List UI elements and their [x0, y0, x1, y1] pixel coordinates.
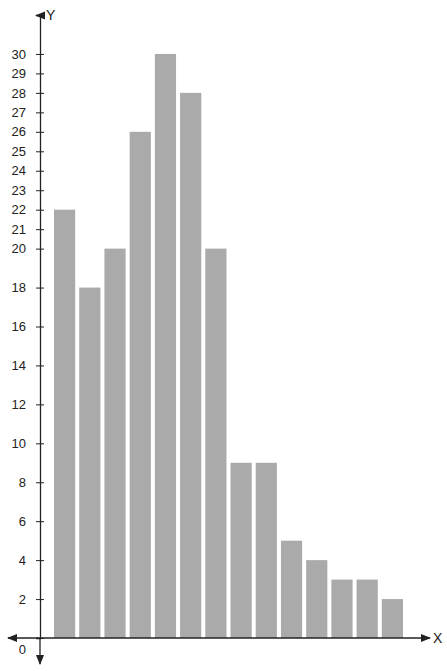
y-tick: 29 [12, 66, 44, 81]
y-tick-label: 22 [12, 202, 26, 217]
y-tick: 27 [12, 105, 44, 120]
y-tick-label: 16 [12, 319, 26, 334]
y-tick-mark [36, 132, 44, 133]
y-tick-label: 25 [12, 144, 26, 159]
bar [79, 288, 100, 638]
y-tick-label: 12 [12, 397, 26, 412]
bar [54, 210, 75, 638]
y-tick-mark [36, 521, 44, 522]
y-tick: 6 [19, 514, 44, 529]
y-tick-mark [36, 560, 44, 561]
y-tick-mark [36, 171, 44, 172]
bar [231, 463, 252, 638]
y-tick: 18 [12, 280, 44, 295]
y-tick: 25 [12, 144, 44, 159]
y-tick-mark [36, 151, 44, 152]
bar [130, 132, 151, 638]
y-tick-label: 8 [19, 475, 26, 490]
bar [306, 560, 327, 638]
bar [357, 580, 378, 638]
y-tick: 30 [12, 47, 44, 62]
y-tick-label: 21 [12, 222, 26, 237]
y-tick: 2 [19, 592, 44, 607]
y-tick-label: 2 [19, 592, 26, 607]
y-tick-label: 23 [12, 183, 26, 198]
y-tick-label: 26 [12, 124, 26, 139]
y-tick-label: 20 [12, 241, 26, 256]
y-tick-label: 24 [12, 163, 26, 178]
bar [205, 249, 226, 638]
bar [104, 249, 125, 638]
y-tick-mark [36, 73, 44, 74]
y-tick: 23 [12, 183, 44, 198]
y-tick: 26 [12, 124, 44, 139]
y-tick-label: 6 [19, 514, 26, 529]
y-tick: 28 [12, 86, 44, 101]
y-tick-mark [36, 599, 44, 600]
y-tick: 20 [12, 241, 44, 256]
y-tick-mark [36, 482, 44, 483]
y-tick-mark [36, 365, 44, 366]
y-axis-label: Y [46, 7, 56, 23]
y-tick-label: 18 [12, 280, 26, 295]
y-tick-mark [36, 443, 44, 444]
y-tick-mark [36, 54, 44, 55]
bar [155, 54, 176, 638]
y-tick: 12 [12, 397, 44, 412]
y-tick: 16 [12, 319, 44, 334]
y-tick: 21 [12, 222, 44, 237]
y-tick-mark [36, 327, 44, 328]
y-axis: 0246810121416182021222324252627282930 [12, 16, 44, 658]
bar [331, 580, 352, 638]
bar [382, 599, 403, 638]
y-tick-mark [36, 210, 44, 211]
y-tick-label: 28 [12, 86, 26, 101]
y-tick-label: 0 [19, 642, 26, 657]
bar [180, 93, 201, 638]
y-tick: 10 [12, 436, 44, 451]
y-tick-label: 27 [12, 105, 26, 120]
y-tick: 22 [12, 202, 44, 217]
y-tick-mark [36, 93, 44, 94]
y-tick-label: 30 [12, 47, 26, 62]
y-tick-mark [36, 190, 44, 191]
y-tick-label: 4 [19, 553, 26, 568]
y-tick-label: 14 [12, 358, 26, 373]
y-tick: 24 [12, 163, 44, 178]
y-axis-extension [39, 638, 40, 664]
y-tick-label: 29 [12, 66, 26, 81]
x-axis-line [8, 637, 430, 638]
y-tick-mark [36, 112, 44, 113]
y-tick-mark [36, 404, 44, 405]
x-axis-label: X [433, 630, 443, 646]
y-tick-mark [36, 288, 44, 289]
y-tick: 14 [12, 358, 44, 373]
y-tick-mark [36, 249, 44, 250]
y-tick-mark [36, 229, 44, 230]
y-tick-label: 10 [12, 436, 26, 451]
y-tick: 4 [19, 553, 44, 568]
y-tick: 8 [19, 475, 44, 490]
bar [256, 463, 277, 638]
bar [281, 541, 302, 638]
bars [54, 54, 403, 638]
